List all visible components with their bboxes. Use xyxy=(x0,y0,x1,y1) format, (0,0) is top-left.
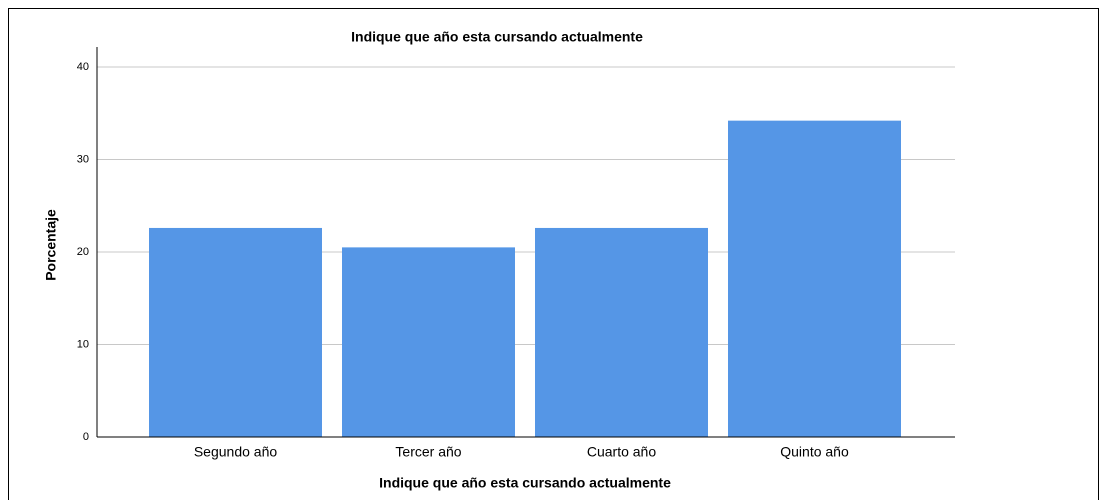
frame xyxy=(8,8,1099,500)
y-tick-label: 10 xyxy=(77,338,89,350)
y-axis-label: Porcentaje xyxy=(43,209,59,281)
y-tick-label: 30 xyxy=(77,153,89,165)
x-tick-label: Cuarto año xyxy=(587,444,656,460)
y-tick-label: 0 xyxy=(83,431,89,443)
x-axis-label: Indique que año esta cursando actualment… xyxy=(379,475,671,491)
y-tick-label: 40 xyxy=(77,61,89,73)
x-tick-label: Tercer año xyxy=(395,444,461,460)
chart-title: Indique que año esta cursando actualment… xyxy=(351,29,643,45)
x-tick-label: Segundo año xyxy=(194,444,278,460)
y-tick-label: 20 xyxy=(77,246,89,258)
x-tick-label: Quinto año xyxy=(780,444,849,460)
bar xyxy=(149,227,322,437)
bar xyxy=(535,227,708,437)
bar xyxy=(728,120,901,438)
bar xyxy=(342,247,515,437)
